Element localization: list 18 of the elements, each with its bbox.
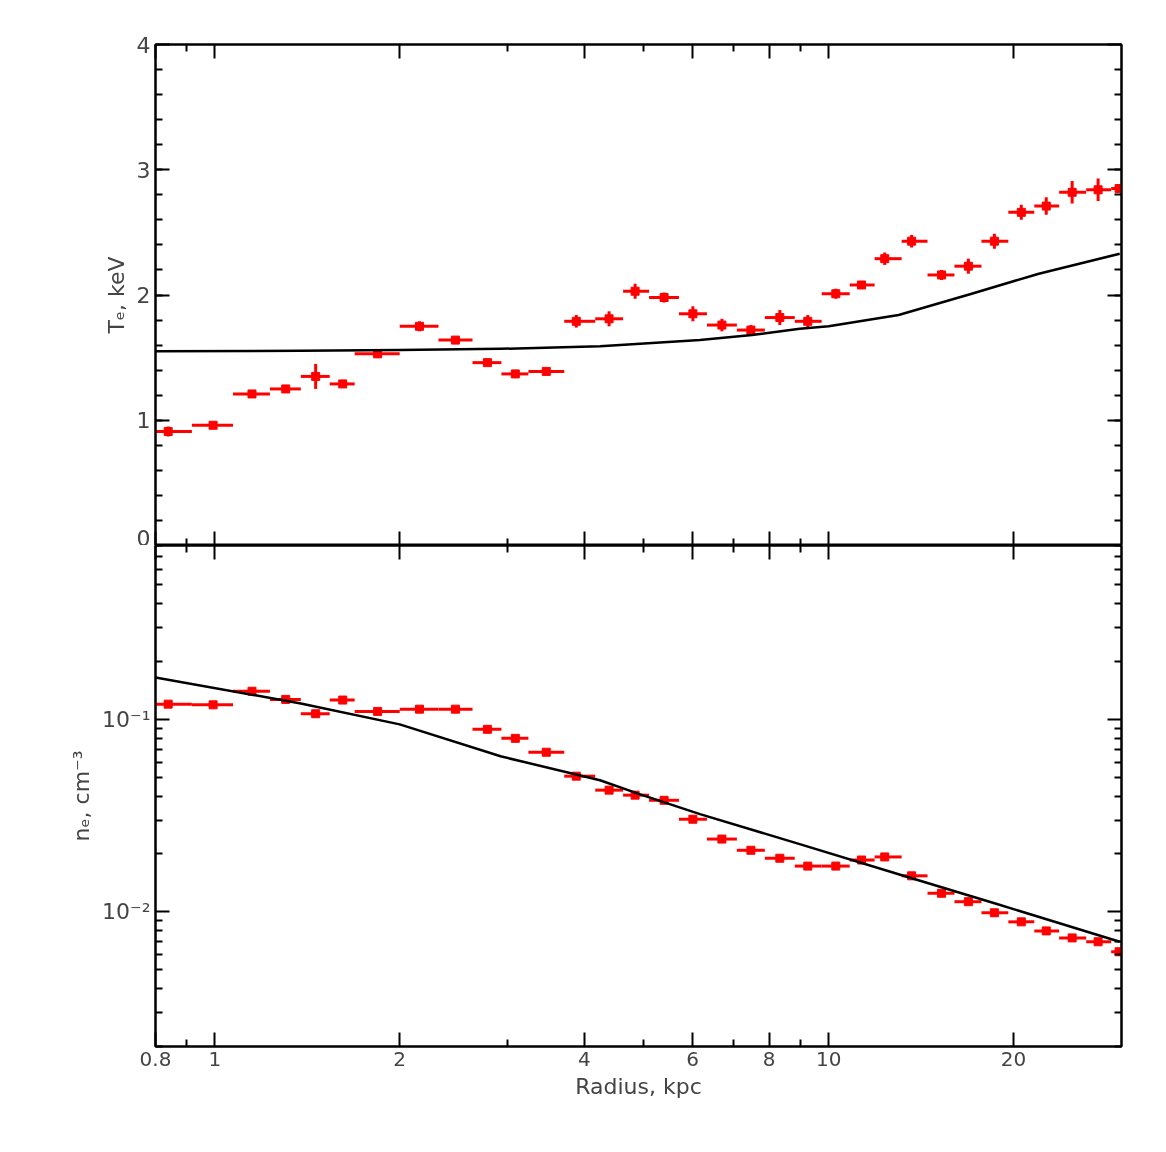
y-tick-label: 2 xyxy=(136,283,151,308)
x-tick-label: 20 xyxy=(1000,1046,1027,1071)
x-tick-label: 8 xyxy=(762,1046,776,1071)
y-tick-label: 4 xyxy=(136,32,151,58)
y-tick-label: 10⁻¹ xyxy=(102,706,151,732)
x-tick-label: 4 xyxy=(578,1046,591,1071)
x-tick-label: 0.8 xyxy=(139,1046,172,1071)
y-tick-label: 1 xyxy=(136,408,151,434)
x-axis-title: Radius, kpc xyxy=(575,1073,702,1099)
y-tick-label: 0 xyxy=(136,525,151,551)
y-tick-label: 3 xyxy=(136,157,151,183)
y-axis-title: Tₑ, keV xyxy=(103,256,129,335)
y-tick-label: 10⁻² xyxy=(102,899,151,925)
x-tick-label: 10 xyxy=(815,1046,842,1071)
x-tick-label: 6 xyxy=(686,1046,699,1071)
y-axis-title: nₑ, cm⁻³ xyxy=(69,750,95,842)
x-tick-label: 1 xyxy=(208,1046,222,1071)
x-tick-label: 2 xyxy=(393,1046,407,1071)
